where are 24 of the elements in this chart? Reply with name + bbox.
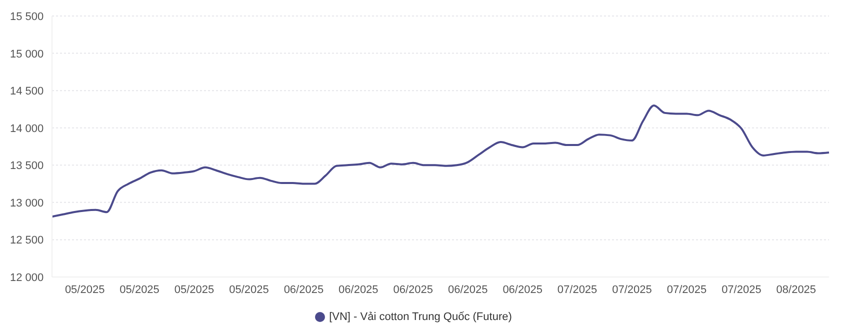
x-tick-label: 06/2025	[284, 284, 324, 296]
y-tick-label: 12 000	[10, 272, 44, 284]
x-tick-label: 05/2025	[174, 284, 214, 296]
y-tick-label: 14 500	[10, 86, 44, 98]
x-tick-label: 07/2025	[666, 284, 707, 296]
x-tick-label: 06/2025	[502, 284, 542, 296]
x-tick-label: 08/2025	[776, 284, 816, 296]
legend-label: [VN] - Vải cotton Trung Quốc (Future)	[329, 311, 512, 323]
line-series	[51, 104, 830, 218]
x-tick-label: 07/2025	[557, 284, 598, 296]
y-tick-label: 15 000	[10, 48, 44, 60]
x-tick-label: 05/2025	[64, 284, 105, 296]
x-tick-label: 06/2025	[338, 284, 378, 296]
y-tick-label: 12 500	[10, 234, 44, 247]
x-tick-label: 05/2025	[120, 284, 160, 296]
x-tick-label: 06/2025	[448, 284, 488, 296]
x-tick-label: 06/2025	[393, 284, 434, 296]
y-tick-label: 13 000	[10, 197, 44, 210]
x-tick-label: 07/2025	[612, 284, 652, 296]
y-tick-label: 13 500	[10, 160, 44, 172]
x-tick-label: 07/2025	[722, 284, 762, 296]
x-tick-label: 05/2025	[229, 284, 269, 296]
y-tick-label: 14 000	[10, 122, 44, 135]
y-tick-label: 15 500	[10, 11, 44, 23]
